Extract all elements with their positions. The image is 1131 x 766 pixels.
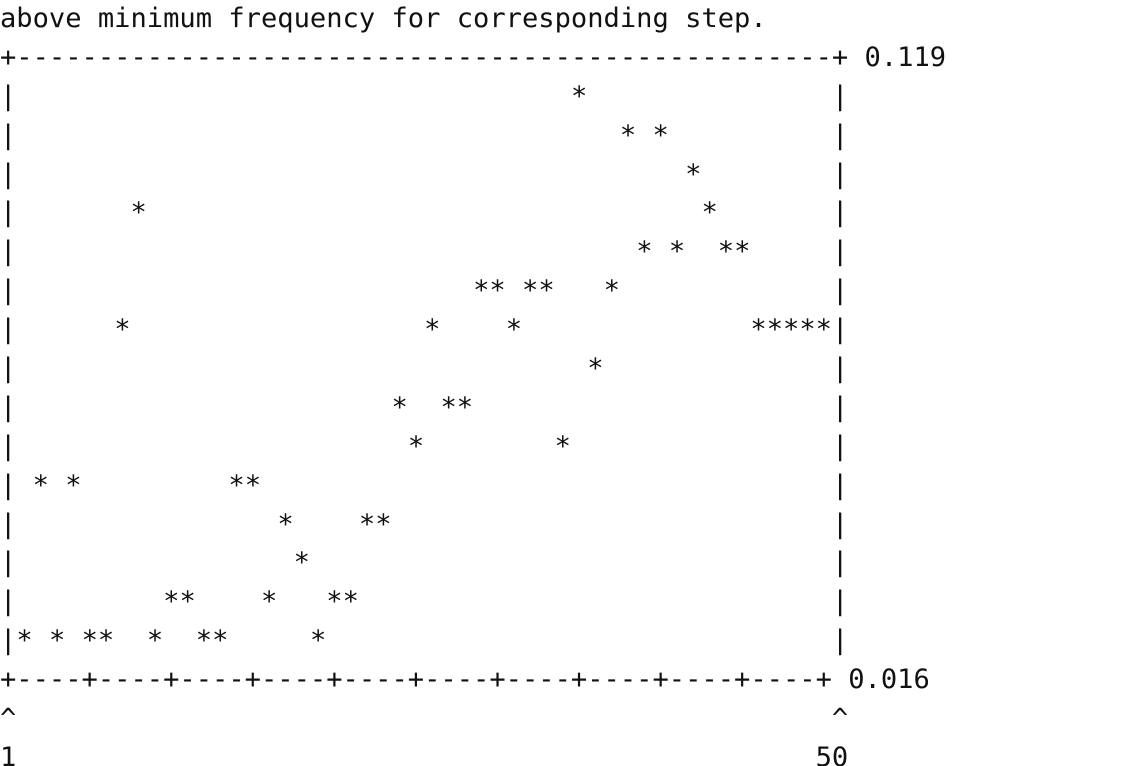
data-point: *: [522, 275, 539, 307]
data-point: *: [326, 586, 343, 618]
x-tick-label: 1: [0, 741, 17, 766]
data-point: *: [750, 314, 767, 346]
data-point: *: [717, 236, 735, 268]
data-point: *: [701, 197, 718, 229]
chart-row: | * * |: [0, 119, 849, 151]
chart-row: | * * * *****|: [0, 314, 849, 346]
data-point: *: [440, 391, 457, 423]
data-point: *: [587, 353, 604, 385]
chart-row: | ** * ** |: [0, 586, 849, 618]
data-point: *: [424, 314, 441, 346]
data-point: *: [783, 314, 800, 346]
chart-row: | * |: [0, 80, 849, 112]
data-point: *: [799, 314, 816, 346]
chart-row: | * ** |: [0, 391, 849, 423]
chart-row: | * * ** |: [0, 236, 849, 268]
data-point: *: [277, 508, 294, 540]
data-point: *: [766, 314, 783, 346]
data-point: *: [668, 236, 686, 268]
data-point: *: [619, 119, 637, 151]
header-text: above minimum frequency for correspondin…: [0, 3, 767, 34]
data-point: *: [685, 158, 702, 190]
data-point: *: [603, 275, 620, 307]
data-point: *: [163, 586, 180, 618]
data-point: *: [65, 469, 82, 501]
data-point: *: [179, 586, 196, 618]
y-tick-label: 0.119: [864, 41, 947, 73]
data-point: *: [261, 586, 278, 618]
data-point: *: [570, 80, 588, 112]
data-point: *: [407, 430, 425, 462]
data-point: *: [212, 625, 229, 657]
chart-row: | * * ** |: [0, 469, 849, 501]
data-point: *: [554, 430, 571, 462]
data-point: *: [130, 197, 147, 229]
data-point: *: [342, 586, 359, 618]
x-tick-label: 50: [815, 741, 849, 766]
chart-row: | ** ** * |: [0, 275, 849, 307]
data-point: *: [244, 469, 261, 501]
data-point: *: [391, 391, 408, 423]
data-point: *: [228, 469, 245, 501]
data-point: *: [16, 625, 33, 657]
chart-row: | * |: [0, 547, 849, 579]
data-point: *: [734, 236, 751, 268]
chart-row: | * |: [0, 158, 849, 190]
chart-body: +---------------------------------------…: [0, 39, 946, 766]
data-point: *: [815, 314, 832, 346]
data-point: *: [195, 625, 213, 657]
data-point: *: [358, 508, 376, 540]
data-point: *: [81, 625, 98, 657]
x-axis-markers: ^ ^: [0, 703, 849, 735]
data-point: *: [293, 547, 310, 579]
chart-row: | * ** |: [0, 508, 849, 540]
data-point: *: [309, 625, 327, 657]
data-point: *: [456, 391, 474, 423]
data-point: *: [636, 236, 653, 268]
data-point: *: [473, 275, 490, 307]
data-point: *: [32, 469, 49, 501]
data-point: *: [505, 314, 522, 346]
x-tick-labels: 1 50: [0, 739, 946, 766]
chart-top-border: +---------------------------------------…: [0, 41, 947, 73]
data-point: *: [375, 508, 392, 540]
chart-row: | * |: [0, 353, 849, 385]
data-point: *: [114, 314, 131, 346]
data-point: *: [48, 625, 66, 657]
chart-bottom-border: +----+----+----+----+----+----+----+----…: [0, 664, 930, 696]
ascii-chart: above minimum frequency for correspondin…: [0, 3, 946, 766]
chart-row: |* * ** * ** * |: [0, 625, 849, 657]
data-point: *: [97, 625, 115, 657]
data-point: *: [489, 275, 506, 307]
data-point: *: [652, 119, 669, 151]
data-point: *: [538, 275, 555, 307]
data-point: *: [146, 625, 164, 657]
chart-row: | * * |: [0, 430, 849, 462]
chart-row: | * * |: [0, 197, 849, 229]
y-tick-label: 0.016: [848, 664, 930, 696]
